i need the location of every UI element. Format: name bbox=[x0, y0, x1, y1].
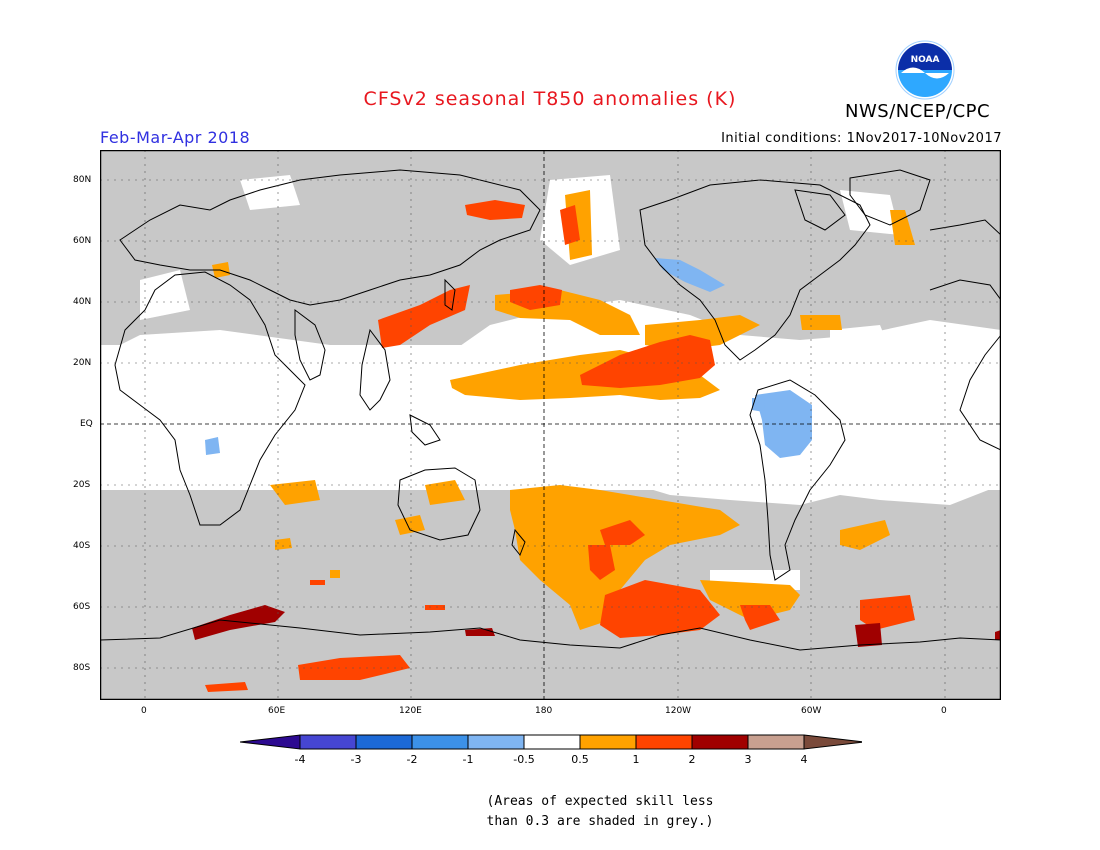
lon-label: 60E bbox=[268, 706, 286, 716]
anomaly-neg-1-to-neg-0-5 bbox=[205, 258, 812, 458]
colorbar-tick-label: -0.5 bbox=[513, 753, 534, 766]
season-label: Feb-Mar-Apr 2018 bbox=[100, 128, 251, 147]
colorbar-tick-label: -2 bbox=[407, 753, 418, 766]
colorbar-tick-label: 3 bbox=[745, 753, 752, 766]
graticule bbox=[100, 150, 1001, 700]
colorbar-cell bbox=[355, 734, 413, 750]
initial-conditions-label: Initial conditions: 1Nov2017-10Nov2017 bbox=[721, 131, 1002, 146]
svg-text:NOAA: NOAA bbox=[911, 55, 940, 65]
colorbar-arrow-low bbox=[240, 734, 301, 750]
colorbar-cell bbox=[691, 734, 749, 750]
colorbar-cell bbox=[299, 734, 357, 750]
lon-label: 0 bbox=[141, 706, 147, 716]
lat-label: 40N bbox=[73, 297, 92, 307]
lat-label: 40S bbox=[73, 541, 91, 551]
noaa-logo: NOAA bbox=[895, 40, 955, 100]
lon-label: 60W bbox=[801, 706, 822, 716]
colorbar-tick-label: 1 bbox=[633, 753, 640, 766]
lon-label: 180 bbox=[535, 706, 553, 716]
anomaly-1-to-2 bbox=[205, 200, 915, 692]
equator-dateline bbox=[100, 150, 1001, 700]
agency-label: NWS/NCEP/CPC bbox=[845, 101, 991, 122]
colorbar-tick-label: -4 bbox=[295, 753, 306, 766]
colorbar-tick-label: 2 bbox=[689, 753, 696, 766]
colorbar-cell bbox=[579, 734, 637, 750]
lat-label: EQ bbox=[80, 419, 93, 429]
coastlines bbox=[100, 169, 1001, 651]
colorbar-cell bbox=[467, 734, 525, 750]
colorbar-tick-label: 4 bbox=[801, 753, 808, 766]
colorbar-tick-label: -1 bbox=[463, 753, 474, 766]
lat-label: 20S bbox=[73, 480, 91, 490]
colorbar-cell bbox=[747, 734, 805, 750]
lon-label: 0 bbox=[941, 706, 947, 716]
lon-label: 120E bbox=[399, 706, 422, 716]
lat-label: 20N bbox=[73, 358, 92, 368]
colorbar-tick-label: -3 bbox=[351, 753, 362, 766]
colorbar: -4 -3 -2 -1 -0.5 0.5 1 2 3 4 bbox=[240, 734, 862, 766]
map-frame bbox=[100, 150, 1001, 700]
map-title: CFSv2 seasonal T850 anomalies (K) bbox=[363, 88, 737, 110]
lat-label: 60S bbox=[73, 602, 91, 612]
lat-label: 80S bbox=[73, 663, 91, 673]
skill-note-line2: than 0.3 are shaded in grey.) bbox=[486, 814, 714, 829]
skill-note: (Areas of expected skill less than 0.3 a… bbox=[430, 792, 770, 832]
anomaly-2-to-3 bbox=[192, 605, 1001, 647]
colorbar-cell bbox=[411, 734, 469, 750]
colorbar-tick-label: 0.5 bbox=[571, 753, 589, 766]
skill-note-line1: (Areas of expected skill less bbox=[486, 794, 714, 809]
lat-label: 80N bbox=[73, 175, 92, 185]
colorbar-cell bbox=[635, 734, 693, 750]
lat-label: 60N bbox=[73, 236, 92, 246]
lon-label: 120W bbox=[665, 706, 692, 716]
colorbar-arrow-high bbox=[803, 734, 862, 750]
colorbar-cell bbox=[523, 734, 581, 750]
world-map bbox=[100, 150, 1001, 700]
